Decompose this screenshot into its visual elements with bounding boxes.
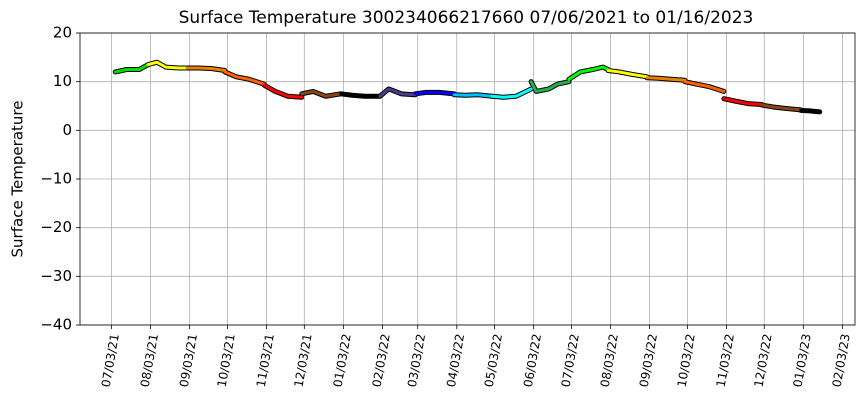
x-tick-label: 07/03/22 <box>559 333 582 389</box>
line <box>452 93 494 98</box>
line <box>185 66 227 72</box>
x-tick-label: 09/03/22 <box>637 333 660 389</box>
line <box>339 92 382 98</box>
x-tick-label: 02/03/22 <box>370 333 393 389</box>
x-tick-label: 09/03/21 <box>177 333 200 389</box>
chart-title: Surface Temperature 300234066217660 07/0… <box>179 8 754 28</box>
line <box>722 97 764 107</box>
x-tick-label: 10/03/22 <box>675 333 698 389</box>
x-tick-label: 04/03/22 <box>444 333 467 389</box>
y-tick-label: −10 <box>40 170 72 188</box>
x-tick-label: 11/03/21 <box>254 333 277 389</box>
y-tick-label: −40 <box>40 316 72 334</box>
line <box>645 76 687 82</box>
line <box>606 68 649 79</box>
line <box>223 70 266 86</box>
line <box>262 83 304 99</box>
line <box>683 80 726 93</box>
line <box>113 63 150 74</box>
y-tick-label: 20 <box>53 24 72 42</box>
y-tick-label: 10 <box>53 72 72 90</box>
x-tick-label: 12/03/21 <box>292 333 315 389</box>
line <box>300 89 343 98</box>
x-tick-label: 01/03/22 <box>331 333 354 389</box>
x-tick-label: 03/03/22 <box>405 333 428 389</box>
y-tick-label: −20 <box>40 218 72 236</box>
line <box>799 108 822 114</box>
x-tick-label: 06/03/22 <box>521 333 544 389</box>
line <box>490 87 533 99</box>
x-tick-label: 11/03/22 <box>714 333 737 389</box>
line <box>146 60 189 70</box>
x-tick-label: 10/03/21 <box>215 333 238 389</box>
line <box>378 87 417 98</box>
y-tick-label: 0 <box>62 121 72 139</box>
line <box>567 65 610 81</box>
plot-frame <box>79 32 856 326</box>
y-axis-label: Surface Temperature <box>9 101 27 258</box>
line <box>413 90 456 96</box>
line <box>760 103 803 112</box>
line <box>529 80 571 93</box>
x-tick-label: 12/03/22 <box>752 333 775 389</box>
x-tick-label: 02/03/23 <box>830 333 853 389</box>
x-tick-label: 08/03/21 <box>138 333 161 389</box>
x-tick-label: 01/03/23 <box>791 333 814 389</box>
x-tick-label: 08/03/22 <box>598 333 621 389</box>
x-tick-label: 05/03/22 <box>482 333 505 389</box>
y-tick-label: −30 <box>40 267 72 285</box>
x-tick-label: 07/03/21 <box>99 333 122 389</box>
